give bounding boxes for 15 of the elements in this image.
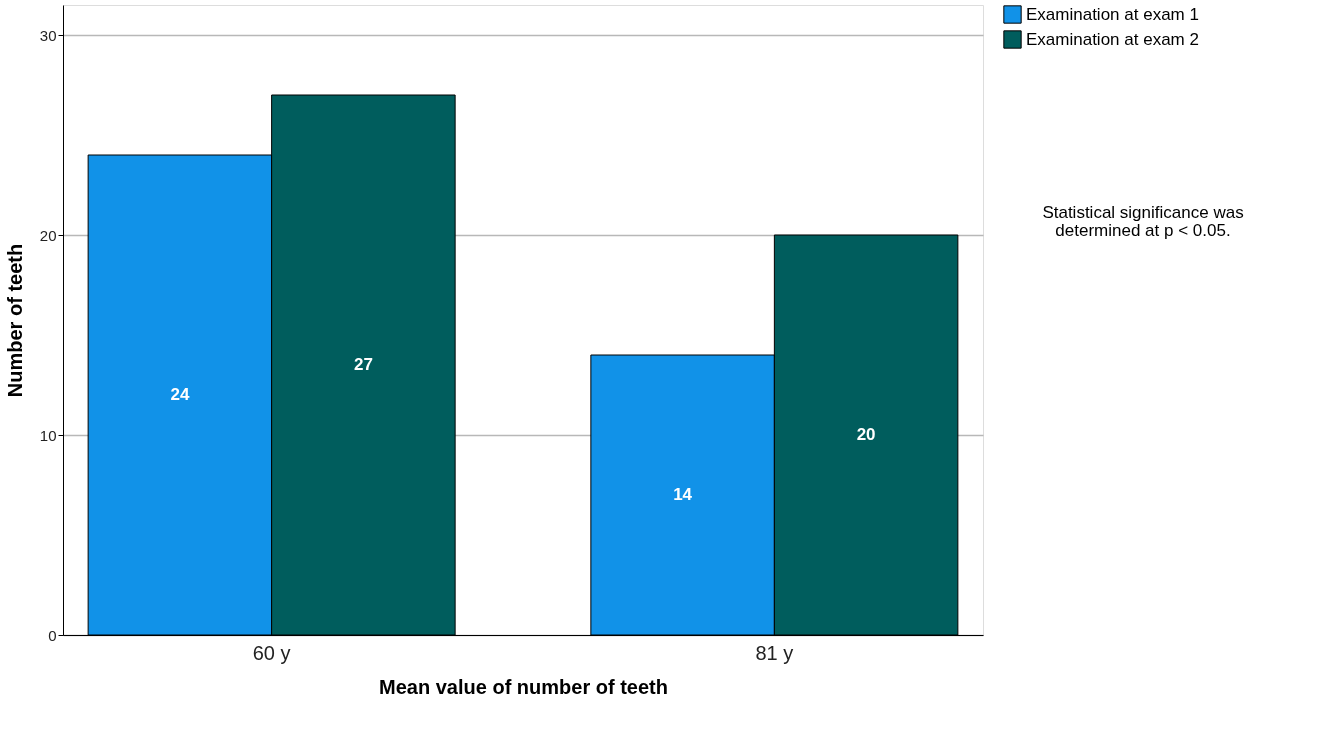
x-tick-label: 81 y [755, 641, 794, 664]
y-axis-title: Number of teeth [3, 243, 26, 398]
x-axis-title: Mean value of number of teeth [379, 675, 668, 698]
y-tick-label: 10 [39, 426, 57, 444]
y-tick-label: 0 [48, 626, 57, 644]
legend-label: Examination at exam 2 [1026, 29, 1199, 49]
data-label: 20 [856, 425, 876, 444]
data-label: 27 [353, 355, 373, 374]
y-tick-label: 20 [39, 226, 57, 244]
data-label: 14 [673, 485, 693, 504]
data-label: 24 [170, 385, 190, 404]
x-tick-label: 60 y [252, 641, 291, 664]
legend-label: Examination at exam 1 [1026, 4, 1199, 24]
y-tick-label: 30 [39, 26, 57, 44]
text: Statistical significance was determined at p < 0.05. [1042, 203, 1244, 240]
